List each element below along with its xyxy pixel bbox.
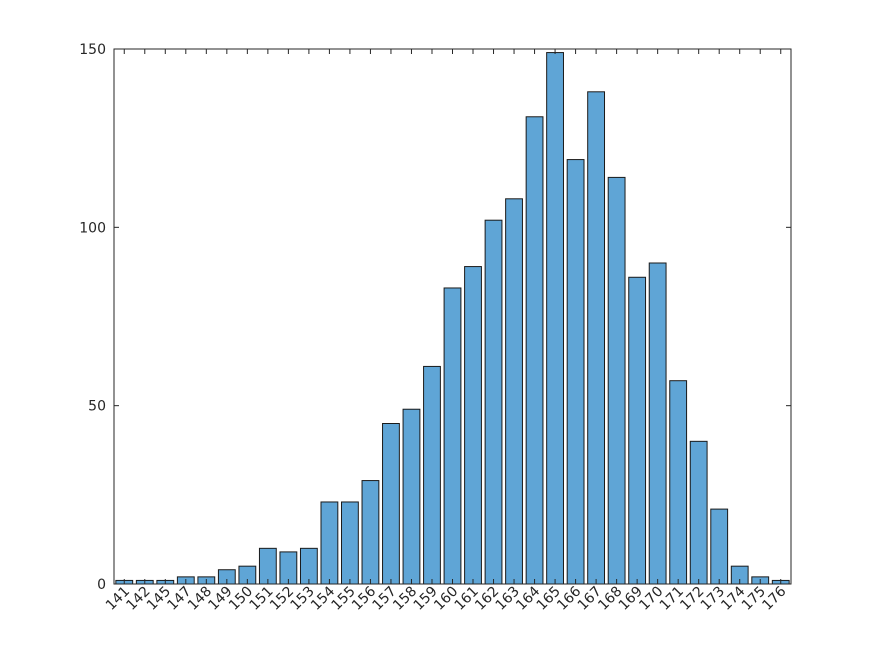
bar-155 (341, 501, 359, 585)
bar-160 (443, 287, 462, 585)
bar-161 (464, 266, 482, 585)
y-tick-label-150: 150 (79, 42, 106, 58)
y-tick-label-100: 100 (79, 220, 106, 236)
bar-158 (402, 408, 421, 585)
bar-159 (423, 365, 441, 585)
bar-154 (320, 501, 339, 585)
bar-165 (546, 52, 564, 585)
bar-172 (689, 440, 708, 585)
bar-151 (258, 547, 277, 585)
bar-153 (299, 547, 318, 585)
y-tick-label-0: 0 (97, 577, 106, 593)
y-tick-labels: 0 50 100 150 (79, 42, 106, 593)
x-tick-labels: 1411421451471481491501511521531541551561… (103, 583, 790, 613)
bar-167 (587, 91, 606, 585)
bar-169 (628, 276, 647, 585)
bar-170 (648, 262, 667, 585)
bar-166 (566, 159, 585, 585)
bar-168 (607, 176, 626, 585)
bar-164 (525, 116, 544, 585)
bar-163 (505, 198, 523, 585)
axes-group (113, 48, 792, 585)
y-tick-label-50: 50 (88, 399, 106, 415)
bar-171 (669, 380, 688, 585)
bar-156 (361, 480, 380, 585)
bar-157 (382, 423, 400, 585)
bar-162 (484, 219, 503, 585)
bars-group (115, 52, 790, 585)
bar-173 (710, 508, 729, 585)
x-tick-label-176: 176 (759, 583, 789, 613)
